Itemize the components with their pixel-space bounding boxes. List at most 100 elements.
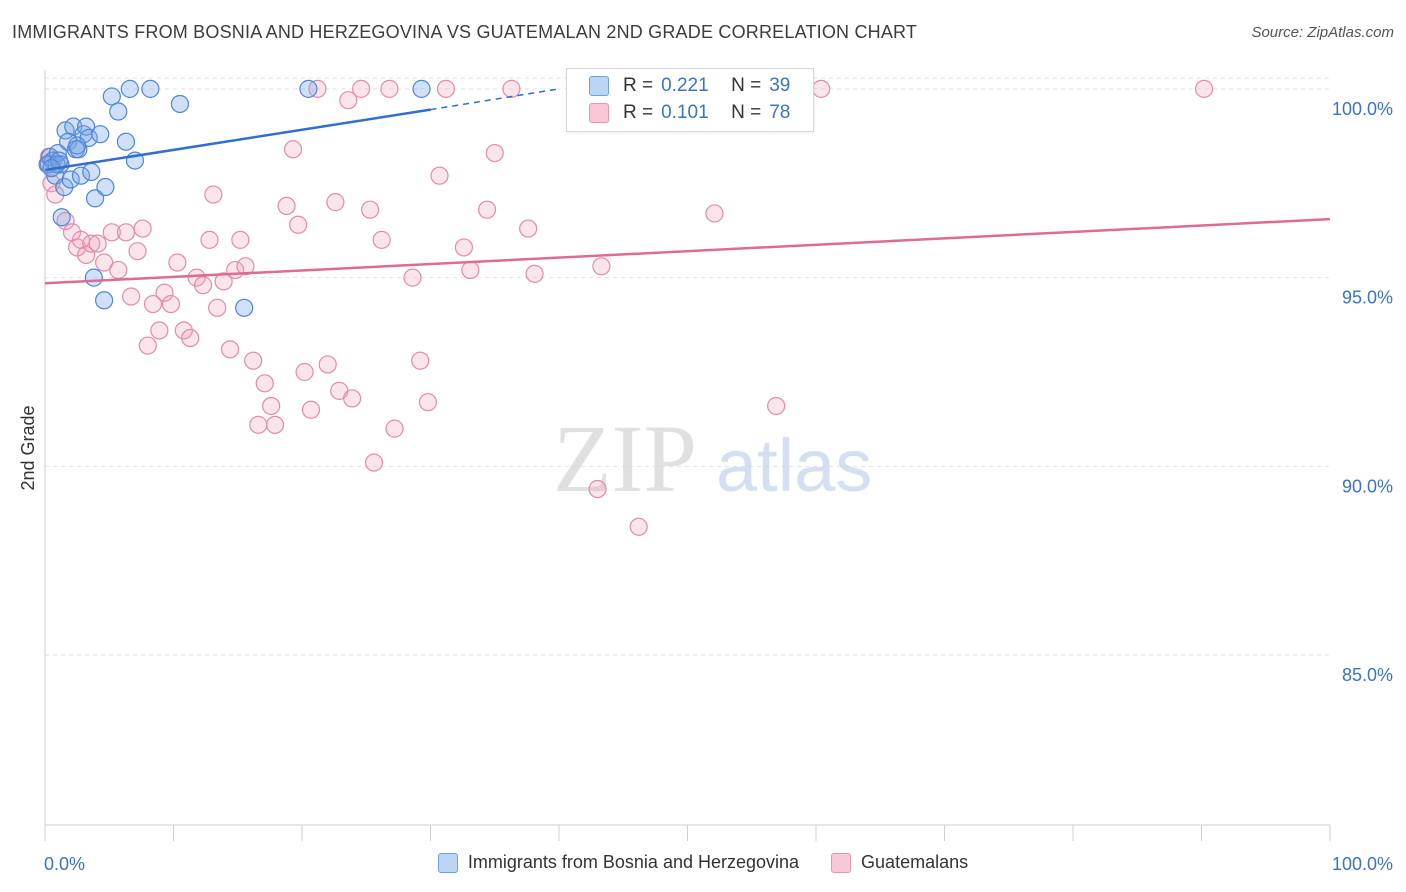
guatemalan-point (231, 230, 250, 249)
bosnia-point (61, 170, 80, 189)
guatemalan-point (161, 294, 181, 314)
stats-legend-box: R = 0.221 N = 39 R = 0.101 N = 78 (566, 68, 814, 132)
guatemalan-point (588, 479, 607, 499)
guatemalan-point (289, 215, 308, 234)
guatemalan-point (454, 238, 474, 257)
labels-layer: 85.0% 90.0% 95.0% 100.0% 0.0% 100.0% 2nd Grade (18, 99, 1393, 874)
bosnia-point (50, 151, 69, 170)
guatemalan-point (477, 200, 497, 219)
stats-row-guatemalans: R = 0.101 N = 78 (589, 102, 790, 124)
x-tick-label: 100.0% (1332, 854, 1393, 874)
guatemalan-point (236, 257, 255, 276)
guatemalan-point (109, 260, 128, 280)
source-credit: Source: ZipAtlas.com (1251, 24, 1394, 41)
guatemalan-point (116, 223, 136, 242)
bosnia-trendline (44, 108, 431, 172)
guatemalan-point (174, 321, 193, 340)
y-tick-label: 100.0% (1332, 99, 1393, 119)
guatemalan-point (121, 287, 141, 306)
stats-swatch-guatemalans (589, 103, 609, 123)
y-tick-label: 85.0% (1342, 665, 1393, 685)
guatemalan-point (352, 79, 371, 98)
guatemalan-point (265, 415, 285, 434)
guatemalan-point (277, 196, 296, 215)
guatemalan-point (143, 294, 163, 314)
guatemalan-point (812, 79, 831, 98)
y-axis-title: 2nd Grade (18, 405, 38, 490)
bosnia-point (86, 189, 105, 208)
guatemalan-point (249, 415, 268, 434)
x-tick-label: 0.0% (44, 854, 85, 874)
bosnia-point (84, 268, 103, 287)
stats-swatch-bosnia (589, 76, 609, 96)
guatemalan-point (361, 200, 380, 219)
bosnia-point (91, 125, 110, 144)
bosnia-point (102, 87, 121, 106)
stats-n-value: 78 (769, 102, 791, 123)
legend-swatch-bosnia (437, 852, 458, 873)
legend-item-bosnia[interactable]: Immigrants from Bosnia and Herzegovina (437, 852, 800, 873)
guatemalan-point (88, 234, 107, 253)
guatemalan-point (767, 396, 786, 416)
stats-r-value: 0.221 (661, 75, 709, 96)
bosnia-point (68, 136, 87, 155)
guatemalan-point (485, 143, 504, 163)
y-tick-label: 95.0% (1342, 288, 1393, 308)
bosnia-point (95, 291, 114, 310)
guatemalan-point (138, 336, 157, 355)
guatemalan-point (705, 204, 724, 223)
guatemalan-point (255, 374, 274, 393)
guatemalan-point (244, 351, 263, 370)
guatemalan-point (193, 276, 213, 295)
guatemalan-point (168, 253, 187, 272)
guatemalan-point (502, 79, 521, 98)
guatemalan-point (155, 283, 174, 302)
bosnia-point (170, 94, 190, 114)
trend-layer (44, 88, 1331, 285)
legend-label-bosnia: Immigrants from Bosnia and Herzegovina (467, 852, 800, 872)
bosnia-point (235, 298, 254, 317)
watermark: ZIP atlas (553, 405, 872, 512)
guatemalan-point (204, 185, 223, 204)
watermark-atlas: atlas (716, 424, 872, 507)
guatemalan-point (430, 166, 449, 185)
guatemalan-point (102, 223, 121, 242)
legend-item-guatemalans[interactable]: Guatemalans (831, 852, 968, 873)
guatemalan-point (519, 219, 538, 238)
guatemalan-point (128, 242, 147, 261)
guatemalan-point (95, 253, 114, 272)
bosnia-point (71, 166, 91, 185)
guatemalan-point (318, 355, 337, 374)
guatemalan-point (372, 230, 391, 249)
guatemalan-point (418, 393, 438, 412)
guatemalan-point (283, 140, 303, 159)
guatemalan-point (200, 230, 219, 249)
guatemalan-point (326, 193, 345, 212)
chart-legend: Immigrants from Bosnia and Herzegovina G… (0, 852, 1406, 873)
guatemalan-point (364, 453, 384, 472)
guatemalan-point (339, 91, 358, 110)
stats-r-label: R = (623, 75, 654, 96)
guatemalan-point (77, 245, 96, 265)
guatemalan-point (343, 389, 362, 408)
bosnia-point (412, 79, 431, 98)
bosnia-point (120, 79, 139, 98)
guatemalan-point (411, 351, 430, 370)
stats-n-label: N = (731, 75, 762, 96)
stats-n-value: 39 (769, 75, 791, 96)
guatemalan-point (262, 396, 281, 416)
bosnia-point (55, 177, 74, 197)
guatemalan-point (208, 298, 227, 317)
bosnia-point (82, 162, 101, 182)
guatemalan-point (629, 517, 648, 536)
guatemalan-point (436, 79, 456, 98)
legend-swatch-guatemalans (831, 852, 852, 873)
guatemalan-point (592, 257, 611, 276)
bosnia-point (77, 117, 96, 136)
bosnia-point (52, 208, 71, 227)
guatemalan-point (461, 260, 480, 280)
stats-row-bosnia: R = 0.221 N = 39 (589, 75, 790, 97)
grid-layer (45, 77, 1330, 656)
y-tick-label: 90.0% (1342, 476, 1393, 496)
